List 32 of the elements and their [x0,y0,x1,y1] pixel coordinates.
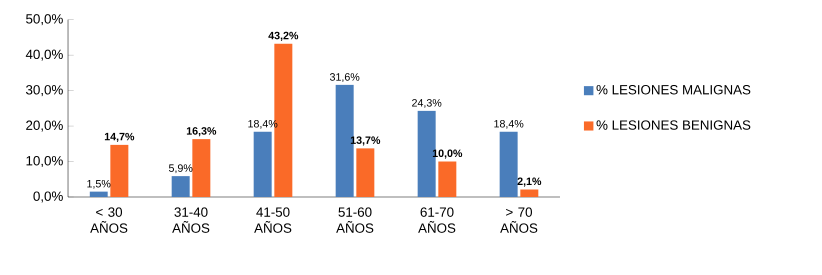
data-label: 43,2% [268,32,298,41]
x-tick-label: 61-70 AÑOS [418,207,456,233]
legend-label: % LESIONES MALIGNAS [596,85,750,94]
y-tick-label: 50,0% [26,14,63,26]
data-label: 2,1% [518,178,542,187]
data-label: 1,5% [87,180,110,189]
legend-label: % LESIONES BENIGNAS [596,120,750,130]
bar [110,144,128,197]
data-label: 24,3% [412,99,442,108]
bar [254,132,272,197]
bar [192,139,210,197]
x-tick-label: 41-50 AÑOS [254,207,292,233]
x-tick-label: > 70 AÑOS [500,207,538,233]
y-tick-label: 30,0% [26,85,63,96]
bar [520,190,538,197]
bar [356,148,374,197]
data-label: 5,9% [168,164,192,174]
data-label: 18,4% [494,120,524,129]
bar [500,132,518,197]
bar [172,176,190,197]
x-tick-label: 31-40 AÑOS [172,207,210,233]
data-label: 16,3% [186,127,216,136]
y-tick-label: 20,0% [26,120,63,132]
x-tick-label: 51-60 AÑOS [336,207,374,233]
bar [90,192,108,197]
y-tick-label: 40,0% [26,50,63,61]
data-label: 14,7% [104,132,134,142]
data-label: 31,6% [330,73,360,82]
y-tick-label: 0,0% [33,191,63,203]
x-tick-label: < 30 AÑOS [90,207,128,233]
bar [438,162,456,197]
y-tick-label: 10,0% [26,156,63,168]
